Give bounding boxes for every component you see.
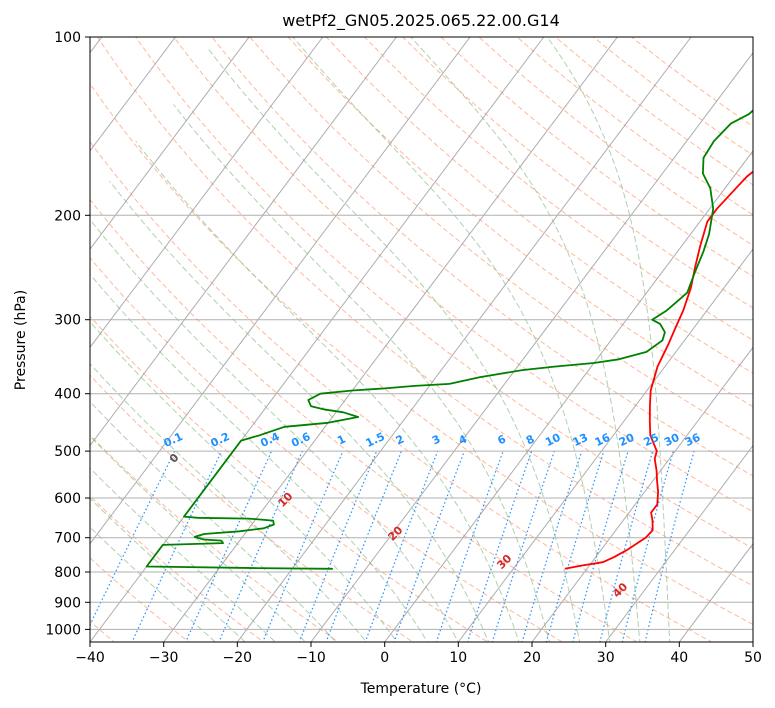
isotherm-line: [163, 37, 618, 642]
dry-adiabat-line: [363, 37, 753, 341]
x-tick-label: 10: [449, 650, 467, 666]
dry-adiabat-line: [90, 557, 190, 642]
dry-adiabat-line: [134, 37, 753, 550]
x-tick-label: −20: [223, 650, 253, 666]
dry-adiabat-line: [211, 37, 753, 477]
dry-adiabat-line: [90, 315, 489, 642]
isotherm-line: [384, 150, 753, 642]
x-tick-label: −30: [149, 650, 179, 666]
moist-adiabat-line: [90, 218, 459, 642]
mixing-ratio-label: 20: [617, 431, 637, 449]
dry-adiabat-line: [402, 37, 753, 309]
moist-adiabat-line: [173, 104, 550, 642]
x-tick-label: 20: [523, 650, 541, 666]
x-tick-label: −10: [296, 650, 326, 666]
dry-adiabats: [90, 37, 753, 642]
dry-adiabat-line: [90, 198, 639, 642]
x-tick-label: −40: [75, 650, 105, 666]
y-tick-label: 500: [54, 444, 81, 460]
y-tick-label: 900: [54, 595, 81, 611]
moist-adiabat-line: [135, 140, 520, 642]
y-tick-label: 600: [54, 491, 81, 507]
x-axis-ticks: −40 −30 −20 −10 0 10 20 30 40 50: [75, 642, 762, 666]
isotherm-line: [90, 37, 250, 250]
mixing-ratio-label: 30: [662, 431, 682, 449]
mixing-ratio-label: 16: [593, 431, 613, 449]
y-axis-ticks: 100 200 300 400 500 600 700 800 900 1000: [45, 30, 90, 638]
moist-adiabat-line: [90, 400, 337, 642]
isotherm-line: [90, 37, 397, 447]
dry-adiabat-line: [90, 257, 564, 642]
moist-adiabat-line: [90, 363, 367, 642]
dry-adiabat-line: [173, 37, 753, 513]
plot-area: 0.10.20.40.611.52346810131620253036-100-…: [90, 37, 753, 642]
dry-adiabat-line: [90, 140, 713, 642]
isotherm-line: [90, 37, 545, 642]
dry-adiabat-line: [325, 37, 753, 374]
moist-adiabat-line: [90, 321, 398, 642]
y-tick-label: 400: [54, 387, 81, 403]
moist-adiabat-line: [90, 435, 307, 642]
temperature-profile-line: [564, 170, 753, 570]
x-tick-label: 0: [380, 650, 389, 666]
isotherm-line: [236, 37, 692, 642]
chart-title: wetPf2_GN05.2025.065.22.00.G14: [282, 11, 560, 31]
y-tick-label: 800: [54, 565, 81, 581]
isotherm-line: [310, 51, 753, 642]
moist-adiabat-line: [90, 467, 276, 642]
moist-adiabat-line: [90, 273, 429, 642]
dewpoint-profile-line: [145, 109, 753, 570]
mixing-ratio-label: 10: [543, 431, 563, 449]
y-tick-label: 1000: [45, 622, 81, 638]
mixing-ratio-label: 25: [642, 431, 661, 449]
x-axis-label: Temperature (°C): [360, 681, 482, 697]
y-tick-label: 700: [54, 531, 81, 547]
isotherm-line: [457, 248, 753, 642]
moist-adiabat-line: [208, 49, 581, 642]
dry-adiabat-line: [90, 434, 340, 642]
y-tick-label: 300: [54, 313, 81, 329]
dry-adiabat-line: [96, 37, 753, 587]
isotherms: [90, 37, 753, 642]
profile-series: [145, 109, 753, 570]
isotherm-line: [90, 37, 471, 545]
x-tick-label: 50: [744, 650, 762, 666]
dry-adiabat-line: [90, 374, 414, 642]
y-tick-label: 100: [54, 30, 81, 46]
isotherm-line: [90, 37, 176, 152]
plot-frame: [89, 36, 754, 643]
isotherm-line: [605, 444, 753, 642]
x-tick-label: 30: [597, 650, 615, 666]
isotherm-line: [90, 37, 324, 349]
y-tick-label: 200: [54, 208, 81, 224]
mixing-ratio-label: 13: [571, 431, 590, 449]
moist-adiabat-line: [90, 497, 246, 642]
isotherm-line: [531, 346, 753, 642]
y-axis-label: Pressure (hPa): [13, 290, 29, 390]
mixing-ratio-label: 36: [683, 431, 703, 449]
x-tick-label: 40: [670, 650, 688, 666]
